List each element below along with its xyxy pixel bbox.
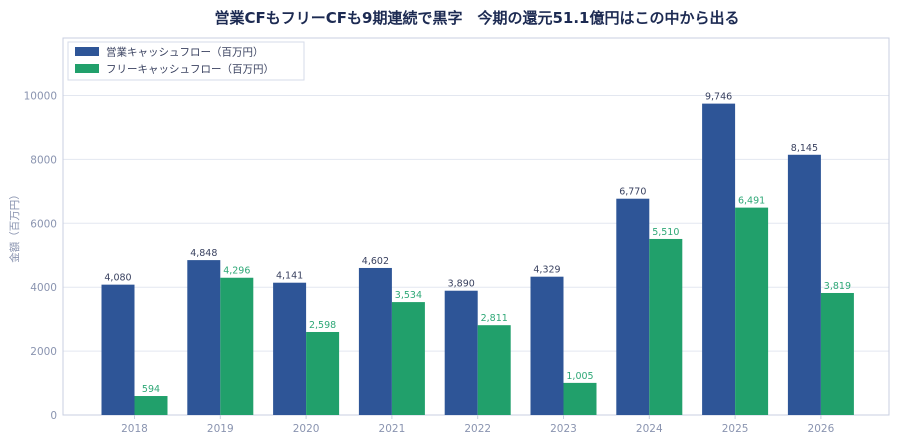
x-tick-label: 2025	[722, 423, 749, 435]
bar-free-cf	[649, 238, 683, 415]
data-label: 3,890	[448, 279, 475, 290]
legend: 営業キャッシュフロー（百万円） フリーキャッシュフロー（百万円）	[67, 41, 305, 81]
legend-swatch-operating-cf	[75, 47, 99, 56]
data-label: 6,491	[738, 196, 765, 207]
data-label: 2,598	[309, 320, 336, 331]
data-label: 594	[142, 384, 160, 395]
x-tick-label: 2026	[808, 423, 835, 435]
x-tick-label: 2020	[293, 423, 320, 435]
bar-free-cf	[477, 325, 511, 415]
bar-operating-cf	[273, 282, 307, 415]
bar-free-cf	[220, 277, 254, 415]
bar-operating-cf	[101, 284, 135, 415]
data-label: 9,746	[705, 92, 732, 103]
y-tick-label: 6000	[30, 218, 57, 230]
y-tick-label: 0	[50, 410, 57, 422]
legend-label-operating-cf: 営業キャッシュフロー（百万円）	[106, 46, 264, 59]
data-label: 4,329	[533, 265, 560, 276]
data-label: 4,141	[276, 271, 303, 282]
y-tick-label: 4000	[30, 282, 57, 294]
data-labels: 4,080 594 4,848 4,296 4,141 2,598 4,602 3,534 3,…	[104, 92, 851, 395]
x-tick-label: 2023	[550, 423, 577, 435]
x-tick-label: 2024	[636, 423, 663, 435]
y-tick-label: 10000	[24, 91, 57, 103]
bars	[101, 103, 854, 415]
bar-free-cf	[306, 331, 340, 415]
bar-operating-cf	[530, 276, 564, 415]
legend-box	[67, 41, 305, 81]
data-label: 3,819	[824, 281, 851, 292]
x-axis-ticks: 2018 2019 2020 2021 2022 2023 2024 2025 2026	[121, 415, 835, 435]
y-tick-label: 2000	[30, 346, 57, 358]
bar-free-cf	[563, 382, 597, 415]
bar-free-cf	[134, 396, 168, 415]
x-tick-label: 2021	[379, 423, 406, 435]
x-tick-label: 2019	[207, 423, 234, 435]
data-label: 8,145	[791, 143, 818, 154]
data-label: 4,080	[104, 273, 131, 284]
y-axis-label: 金額（百万円）	[8, 189, 21, 263]
bar-free-cf	[391, 302, 425, 415]
bar-free-cf	[820, 292, 854, 415]
bar-free-cf	[735, 207, 769, 415]
bar-operating-cf	[616, 198, 650, 415]
legend-swatch-free-cf	[75, 64, 99, 73]
bar-operating-cf	[444, 290, 478, 415]
x-tick-label: 2018	[121, 423, 148, 435]
data-label: 4,848	[190, 248, 217, 259]
y-axis-ticks: 0 2000 4000 6000 8000 10000	[24, 91, 57, 422]
bar-operating-cf	[702, 103, 736, 415]
bar-operating-cf	[187, 260, 221, 415]
data-label: 2,811	[481, 313, 508, 324]
bar-operating-cf	[358, 267, 392, 415]
legend-label-free-cf: フリーキャッシュフロー（百万円）	[106, 64, 274, 76]
data-label: 4,602	[362, 256, 389, 267]
chart-title: 営業CFもフリーCFも9期連続で黒字 今期の還元51.1億円はこの中から出る	[215, 9, 740, 27]
data-label: 6,770	[619, 187, 646, 198]
x-tick-label: 2022	[464, 423, 491, 435]
data-label: 4,296	[223, 266, 250, 277]
data-label: 5,510	[652, 227, 679, 238]
data-label: 3,534	[395, 290, 422, 301]
bar-operating-cf	[787, 154, 821, 415]
data-label: 1,005	[566, 371, 593, 382]
y-tick-label: 8000	[30, 154, 57, 166]
